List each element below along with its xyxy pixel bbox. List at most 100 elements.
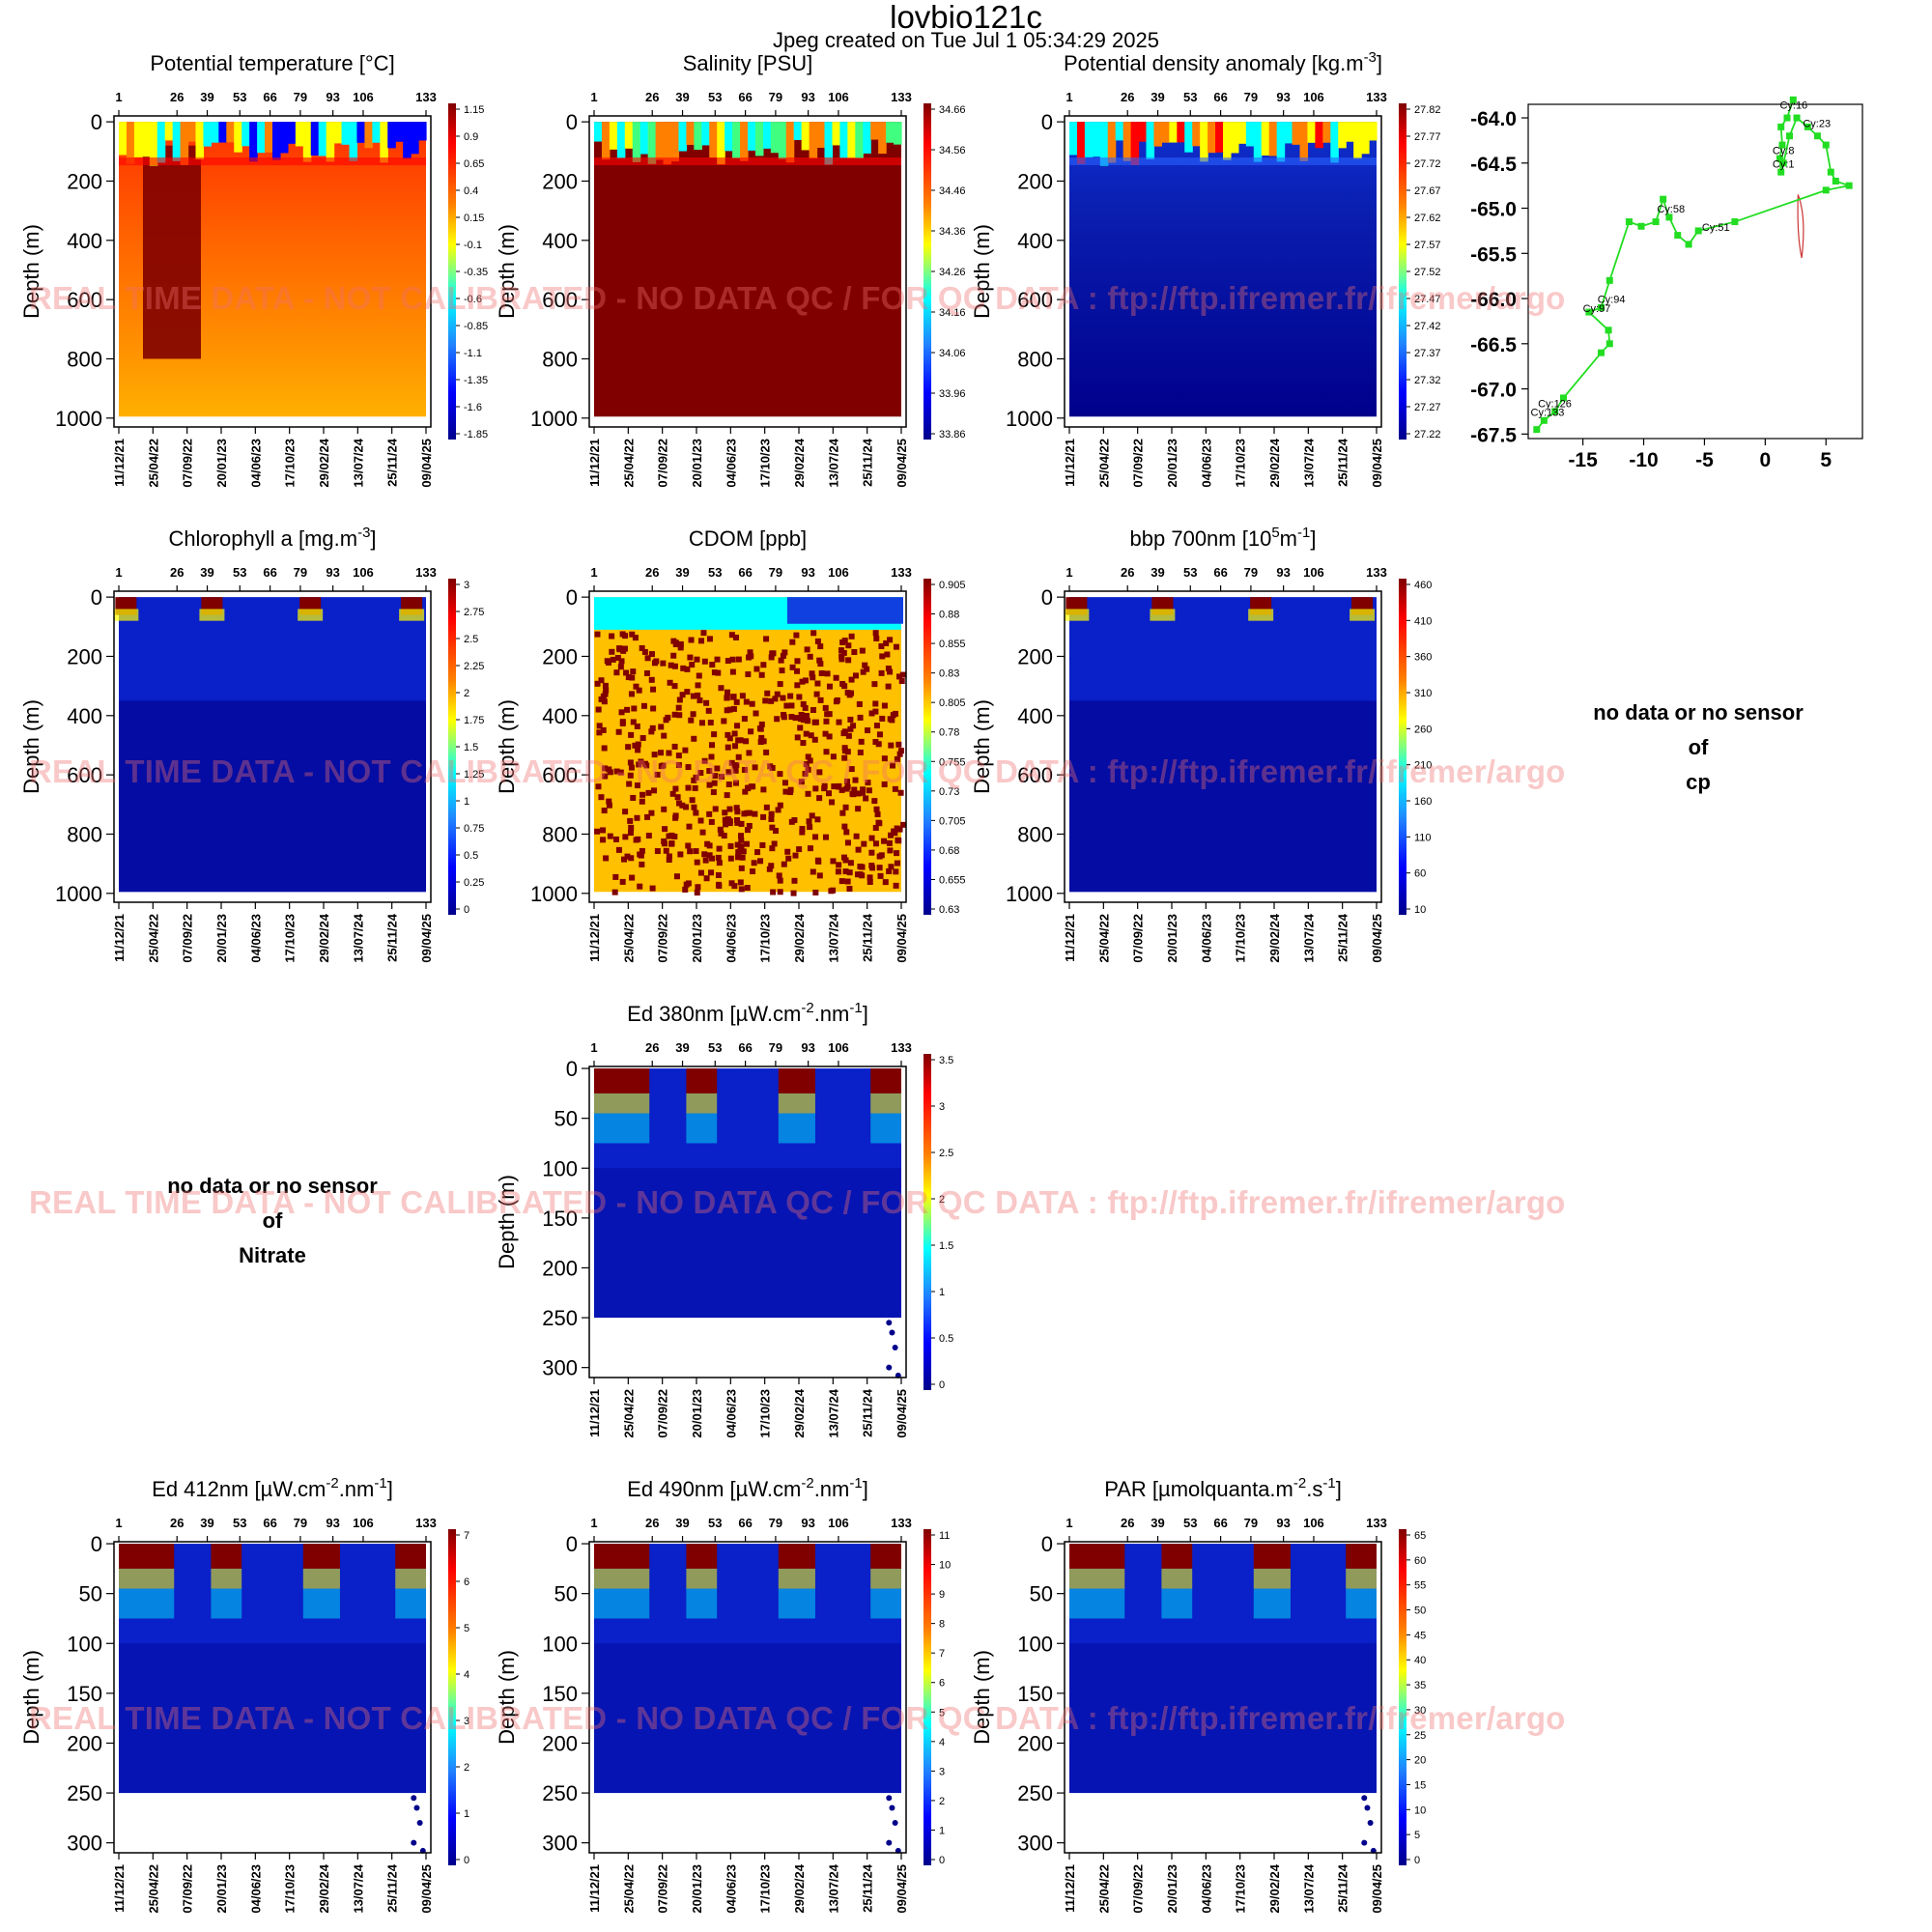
- track-point: [1845, 182, 1853, 189]
- par-colorbar-label: 10: [1414, 1804, 1426, 1816]
- ed412-colorbar-label: 0: [464, 1855, 469, 1866]
- ed490-date-tick: 04/06/23: [724, 1864, 738, 1914]
- temp-colorbar-label: -0.35: [464, 267, 488, 278]
- par-plot-frame: [1064, 1541, 1382, 1854]
- ed380-heatmap: [594, 1068, 901, 1319]
- cdom-cycle-tick: 53: [708, 565, 722, 580]
- dens-colorbar-label: 27.42: [1414, 321, 1441, 332]
- dens-date-tick: 17/10/23: [1234, 439, 1248, 488]
- ed490-colorbar-label: 11: [939, 1530, 950, 1542]
- chla-date-tick: 13/07/24: [351, 913, 365, 962]
- ed380-plot-frame: [588, 1065, 907, 1378]
- par-cycle-tick: 53: [1183, 1516, 1197, 1530]
- dens-colorbar-label: 27.62: [1414, 213, 1441, 224]
- chla-cycle-tick: 66: [263, 565, 276, 580]
- sal-colorbar-label: 34.46: [939, 185, 966, 197]
- panel-track-map: -15 -10 -5 0 5 -64.0 -64.5 -65.0 -65.5 -66.0 -66.5…: [1470, 96, 1863, 471]
- temp-colorbar-label: 0.4: [464, 185, 478, 197]
- sal-colorbar-label: 34.66: [939, 104, 966, 116]
- temp-colorbar-label: -1.85: [464, 429, 488, 440]
- ed380-y-tick: 250: [542, 1306, 578, 1330]
- track-y-tick: -67.0: [1470, 380, 1517, 402]
- bbp-date-tick: 29/02/24: [1267, 913, 1282, 962]
- par-date-tick: 07/09/22: [1131, 1864, 1146, 1914]
- panel-ed412: Ed 412nm [µW.cm-2.nm-1]1 26 39 53 66 79 93 106 1…: [19, 1475, 469, 1914]
- ed490-colorbar-label: 1: [939, 1825, 945, 1836]
- bbp-cycle-tick: 79: [1244, 565, 1258, 580]
- ed490-colorbar-label: 4: [939, 1737, 945, 1748]
- temp-colorbar-label: 0.15: [464, 213, 484, 224]
- ed490-colorbar-label: 5: [939, 1707, 945, 1719]
- track-y-tick: -66.0: [1470, 289, 1517, 311]
- temp-cycle-tick: 93: [326, 90, 339, 104]
- ed490-cycle-tick: 26: [645, 1516, 659, 1530]
- ed490-y-tick: 150: [542, 1682, 578, 1706]
- ed490-colorbar-label: 6: [939, 1678, 945, 1690]
- track-point: [1551, 408, 1559, 415]
- chla-colorbar-label: 0.75: [464, 823, 484, 835]
- ed380-colorbar-label: 0.5: [939, 1333, 953, 1345]
- ed490-colorbar: [923, 1529, 931, 1865]
- ed380-cycle-tick: 106: [828, 1040, 849, 1055]
- par-y-tick: 200: [1017, 1731, 1053, 1755]
- chla-date-tick: 20/01/23: [214, 914, 229, 963]
- ed412-y-tick: 150: [67, 1682, 102, 1706]
- sal-colorbar-label: 34.56: [939, 145, 966, 156]
- par-colorbar-label: 0: [1414, 1855, 1420, 1866]
- cdom-y-tick: 200: [542, 644, 578, 668]
- ed412-y-tick: 0: [91, 1532, 102, 1556]
- chla-date-tick: 25/11/24: [385, 913, 400, 962]
- ed412-cycle-tick: 133: [415, 1516, 437, 1530]
- sal-colorbar-label: 33.86: [939, 429, 966, 440]
- track-x-tick: -15: [1568, 449, 1598, 471]
- ed490-colorbar-label: 2: [939, 1796, 945, 1807]
- ed412-y-tick: 250: [67, 1781, 102, 1805]
- sal-cycle-tick: 1: [590, 90, 597, 104]
- dens-y-tick: 200: [1017, 169, 1053, 193]
- dens-colorbar-label: 27.57: [1414, 240, 1441, 251]
- par-date-tick: 25/04/22: [1096, 1864, 1111, 1914]
- cdom-cycle-tick: 1: [590, 565, 597, 580]
- bbp-colorbar-label: 410: [1414, 615, 1432, 627]
- chla-cycle-tick: 79: [294, 565, 307, 580]
- track-map-frame: [1527, 103, 1863, 440]
- ed490-date-tick: 13/07/24: [826, 1863, 840, 1913]
- track-y-tick: -64.0: [1470, 108, 1517, 130]
- temp-cycle-tick: 133: [415, 90, 437, 104]
- par-date-tick: 13/07/24: [1301, 1863, 1316, 1913]
- nodata-cp-param: cp: [1686, 770, 1711, 794]
- panel-sal: Salinity [PSU] 1 26 39 53 66 79 93 106 133 11/12/2…: [495, 51, 966, 488]
- ed380-cycle-tick: 66: [738, 1040, 752, 1055]
- temp-colorbar-label: 0.9: [464, 131, 478, 143]
- ed380-y-tick: 200: [542, 1256, 578, 1280]
- ed380-cycle-tick: 79: [769, 1040, 782, 1055]
- track-y-tick: -67.5: [1470, 424, 1517, 446]
- bbp-y-label: Depth (m): [970, 699, 994, 794]
- ed412-date-tick: 09/04/25: [419, 1864, 434, 1914]
- ed380-date-tick: 04/06/23: [724, 1389, 738, 1438]
- chla-cycle-tick: 133: [415, 565, 437, 580]
- dens-date-tick: 04/06/23: [1199, 439, 1213, 488]
- bbp-date-tick: 20/01/23: [1165, 914, 1179, 963]
- temp-colorbar-label: -0.85: [464, 321, 488, 332]
- track-point: [1665, 213, 1673, 221]
- dens-date-tick: 25/11/24: [1336, 438, 1350, 487]
- bbp-colorbar-label: 210: [1414, 760, 1432, 772]
- par-cycle-tick: 1: [1065, 1516, 1072, 1530]
- ed412-cycle-tick: 106: [353, 1516, 374, 1530]
- ed490-cycle-tick: 106: [828, 1516, 849, 1530]
- ed490-cycle-tick: 133: [891, 1516, 912, 1530]
- sal-plot-frame: [588, 115, 907, 428]
- ed412-colorbar-label: 7: [464, 1530, 469, 1542]
- track-point: [1778, 141, 1786, 149]
- ed380-date-tick: 20/01/23: [690, 1389, 704, 1438]
- ed380-y-tick: 300: [542, 1356, 578, 1380]
- track-point: [1776, 155, 1783, 162]
- sal-colorbar-label: 34.16: [939, 307, 966, 319]
- par-colorbar-label: 40: [1414, 1655, 1426, 1666]
- track-point: [1832, 177, 1839, 185]
- par-colorbar-label: 35: [1414, 1680, 1426, 1691]
- sal-y-tick: 0: [566, 110, 578, 134]
- nodata-cp-line2: of: [1688, 735, 1709, 759]
